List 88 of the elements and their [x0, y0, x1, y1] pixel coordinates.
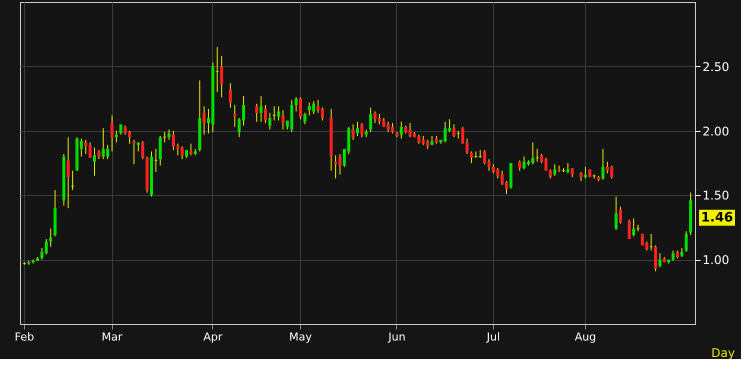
candlestick — [264, 104, 267, 124]
x-tick-label: Feb — [14, 330, 34, 344]
candlestick — [658, 252, 662, 268]
candlestick — [672, 250, 675, 262]
candlestick — [334, 154, 338, 179]
candlestick — [531, 142, 534, 165]
candlestick — [97, 150, 100, 160]
candlestick — [500, 170, 504, 186]
y-tick-label: 2.00 — [702, 124, 730, 138]
candlestick — [356, 121, 359, 136]
candlestick — [228, 82, 232, 108]
candlestick — [518, 160, 522, 172]
candlestick — [382, 117, 386, 128]
candlestick — [272, 106, 276, 121]
candlestick — [422, 135, 425, 146]
candlestick — [180, 146, 184, 160]
candlestick — [172, 130, 175, 151]
candlestick — [233, 104, 236, 128]
candlestick — [650, 233, 653, 252]
candlestick — [618, 206, 622, 224]
candlestick — [308, 102, 311, 116]
candlestick — [684, 230, 688, 252]
candlestick — [281, 110, 284, 130]
candlestick — [320, 107, 324, 121]
candlestick — [610, 165, 614, 179]
candlestick — [400, 121, 403, 140]
candlestick — [158, 135, 162, 166]
candlestick — [584, 166, 587, 179]
candlestick — [606, 161, 609, 174]
candlestick — [44, 238, 48, 255]
candlestick — [49, 228, 52, 248]
y-tick-label: 1.50 — [702, 188, 730, 203]
candlestick — [294, 96, 298, 112]
candlestick — [268, 112, 272, 130]
y-tick-label: 1.00 — [702, 253, 730, 268]
candlestick — [566, 162, 570, 174]
x-tick-label: Mar — [102, 330, 123, 344]
candlestick — [553, 164, 556, 176]
candlestick — [338, 153, 342, 176]
candlestick — [102, 128, 105, 160]
candlestick — [124, 125, 127, 136]
candlestick — [255, 103, 258, 122]
candlestick — [360, 122, 364, 138]
candlestick — [132, 139, 136, 165]
candlestick — [110, 114, 114, 152]
candlestick — [580, 172, 583, 182]
text: 1.46 — [701, 210, 734, 226]
candlestick — [632, 218, 636, 237]
candlestick — [176, 143, 180, 156]
candlestick — [352, 124, 355, 140]
candlestick — [189, 143, 192, 156]
candlestick — [522, 156, 526, 170]
candlestick — [544, 157, 548, 172]
candlestick — [417, 134, 420, 144]
candlestick — [163, 132, 166, 143]
x-tick-label: Jun — [387, 330, 406, 344]
y-tick-label: 2.50 — [702, 60, 730, 74]
candlestick — [478, 150, 482, 158]
candlestick — [71, 170, 74, 191]
candlestick — [84, 139, 88, 154]
candlestick — [386, 121, 390, 133]
candlestick — [106, 144, 110, 160]
candlestick — [601, 148, 604, 180]
candlestick — [260, 96, 263, 122]
candlestick — [93, 147, 96, 176]
candlestick — [312, 100, 316, 115]
candlestick — [202, 106, 206, 136]
candlestick — [66, 136, 70, 209]
candlestick — [548, 168, 552, 179]
x-tick-label: Jul — [486, 330, 500, 344]
candlestick — [299, 96, 302, 120]
candlestick — [216, 46, 219, 93]
candlestick — [374, 110, 377, 124]
candlestick — [614, 196, 618, 230]
candlestick — [154, 148, 158, 173]
candlestick — [444, 121, 447, 143]
x-tick-label: Aug — [574, 330, 596, 344]
candlestick — [680, 248, 684, 258]
candlestick — [628, 219, 631, 240]
candlestick — [536, 148, 539, 162]
x-tick-label: May — [289, 330, 312, 344]
candlestick — [303, 112, 306, 125]
candlestick — [430, 135, 434, 146]
x-tick-label: Apr — [203, 330, 223, 344]
candlestick — [369, 107, 372, 133]
candlestick — [114, 130, 118, 143]
candlestick — [570, 168, 574, 178]
candlestick — [141, 140, 144, 160]
